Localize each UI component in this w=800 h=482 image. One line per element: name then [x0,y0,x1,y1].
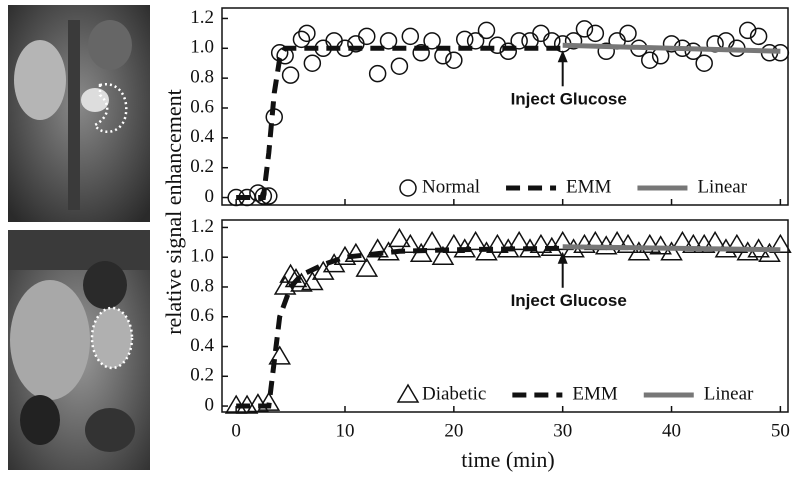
data-point [398,233,422,254]
y-tick-label: 1.2 [190,7,214,28]
data-point [396,383,420,403]
x-tick-label: 0 [231,420,241,441]
data-point [662,35,681,53]
legend-label: EMM [566,176,612,197]
data-point [616,233,640,254]
data-point [268,345,291,365]
data-point [660,241,683,261]
data-point [529,233,553,254]
data-point [301,271,324,291]
data-point [298,24,316,43]
data-point [597,42,615,61]
data-point [303,54,322,72]
x-tick-label: 50 [771,420,790,441]
y-tick-label: 1.0 [190,246,214,267]
data-point [281,66,300,84]
mri-diabetic [8,230,150,470]
data-point [279,263,302,283]
data-point [532,24,550,43]
y-tick-label: 1.0 [190,37,214,58]
y-tick-label: 0.8 [190,275,214,296]
data-point [445,51,463,69]
x-tick-label: 20 [444,420,463,441]
y-tick-label: 0.2 [190,365,214,386]
data-point [399,179,417,197]
annotation-text: Inject Glucose [511,89,627,108]
x-tick-label: 10 [335,420,354,441]
data-point [695,54,713,72]
annotation-arrowhead [557,251,568,264]
y-axis-label: relative signal enhancement [161,89,186,335]
data-point [423,32,441,50]
series-line [562,244,781,253]
data-point [477,21,496,40]
legend-label: Normal [422,176,480,197]
data-point [358,27,376,46]
data-point [368,64,387,83]
data-point [551,230,574,251]
data-point [749,27,768,46]
data-point [254,187,273,205]
annotation-text: Inject Glucose [511,291,627,310]
plot-frame [221,7,789,206]
y-tick-label: 0.4 [190,126,214,147]
data-point [564,32,583,50]
data-point [586,24,605,43]
data-point [738,21,757,40]
data-point [431,245,455,265]
data-point [292,30,311,49]
legend-label: Linear [697,176,747,197]
data-point [627,241,651,261]
data-point [412,44,430,62]
annotation-arrowhead [557,50,568,63]
data-point [466,32,485,50]
mri-normal [8,5,150,222]
x-tick-label: 40 [662,420,681,441]
data-point [641,51,659,69]
data-point [499,42,518,61]
legend-label: Linear [704,383,754,404]
y-tick-label: 0.4 [190,335,214,356]
y-tick-label: 0 [205,186,215,207]
data-point [717,32,735,50]
legend-label: Diabetic [422,383,486,404]
data-point [619,24,637,43]
legend-label: EMM [572,383,618,404]
y-tick-label: 0.6 [190,305,214,326]
data-point [390,57,409,75]
data-point [488,36,507,55]
data-point [379,32,398,50]
data-point [442,233,466,254]
series-line [562,42,781,54]
data-point [681,233,705,254]
y-tick-label: 0.8 [190,67,214,88]
data-point [486,233,509,254]
data-point [510,32,528,50]
data-point [388,227,411,248]
data-point [366,238,389,258]
x-tick-label: 30 [553,420,572,441]
data-point [638,233,662,254]
data-point [455,30,474,49]
data-point [355,257,379,277]
data-point [311,260,335,280]
data-point [257,391,281,411]
data-point [575,20,594,38]
data-point [401,27,420,46]
data-point [344,242,368,262]
data-point [649,235,672,255]
y-tick-label: 1.2 [190,216,214,237]
series-line [236,245,563,409]
y-tick-label: 0 [205,394,215,415]
y-tick-label: 0.2 [190,156,214,177]
x-axis-label: time (min) [461,447,554,472]
data-point [769,233,792,254]
data-point [464,230,487,251]
data-point [725,233,749,254]
series-line [236,45,563,201]
y-tick-label: 0.6 [190,96,214,117]
data-point [420,230,444,251]
data-point [507,230,531,251]
